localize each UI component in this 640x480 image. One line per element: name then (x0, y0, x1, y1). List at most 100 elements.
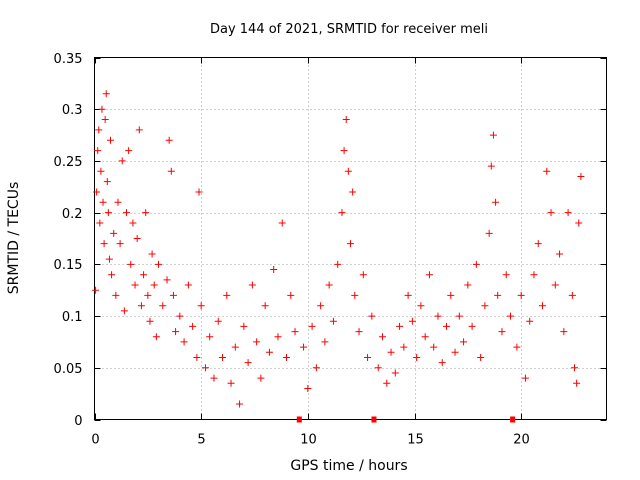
data-point (261, 302, 269, 310)
y-tick-label: 0.15 (54, 258, 83, 273)
data-point (227, 379, 235, 387)
data-point (464, 281, 472, 289)
data-point (152, 333, 160, 341)
data-point (338, 209, 346, 217)
data-point (248, 281, 256, 289)
data-point (517, 291, 525, 299)
x-tick-label: 0 (91, 433, 99, 448)
data-point (342, 116, 350, 124)
data-point (329, 317, 337, 325)
data-point (137, 302, 145, 310)
data-point (351, 291, 359, 299)
data-point (165, 136, 173, 144)
data-point (551, 281, 559, 289)
data-point (400, 343, 408, 351)
gap-markers (296, 416, 516, 423)
data-point (93, 188, 101, 196)
data-point (577, 172, 585, 180)
data-point (94, 147, 102, 155)
data-point (148, 250, 156, 258)
data-point (573, 379, 581, 387)
data-point (304, 384, 312, 392)
data-point (274, 333, 282, 341)
data-point (485, 229, 493, 237)
data-point (180, 338, 188, 346)
gap-marker (510, 416, 516, 423)
data-point (368, 312, 376, 320)
data-point (240, 322, 248, 330)
data-point (421, 333, 429, 341)
data-point (417, 302, 425, 310)
data-point (193, 353, 201, 361)
data-point (556, 250, 564, 258)
data-point (325, 281, 333, 289)
data-point (159, 302, 167, 310)
data-point (150, 281, 158, 289)
y-tick-label: 0.25 (54, 155, 83, 170)
data-point (364, 353, 372, 361)
data-point (526, 317, 534, 325)
data-point (543, 167, 551, 175)
data-point (317, 302, 325, 310)
data-point (223, 291, 231, 299)
data-point (489, 131, 497, 139)
data-point (99, 198, 107, 206)
data-point (118, 157, 126, 165)
data-point (206, 333, 214, 341)
data-point (560, 328, 568, 336)
data-point (447, 291, 455, 299)
data-point (374, 364, 382, 372)
data-point (114, 198, 122, 206)
data-point (100, 240, 108, 248)
data-point (98, 105, 106, 113)
data-point (131, 281, 139, 289)
data-point (344, 167, 352, 175)
data-point (539, 302, 546, 310)
data-point (396, 322, 404, 330)
y-tick-label: 0.35 (54, 52, 83, 67)
data-point (434, 312, 442, 320)
gap-marker (371, 416, 377, 423)
data-point (214, 317, 222, 325)
data-point (460, 338, 468, 346)
data-point (379, 333, 386, 341)
data-point (195, 188, 203, 196)
data-point (108, 271, 116, 279)
data-point (167, 167, 175, 175)
data-point (257, 374, 265, 382)
data-point (144, 291, 152, 299)
data-point (455, 312, 463, 320)
data-point (425, 271, 433, 279)
x-tick-label: 10 (300, 433, 317, 448)
data-point (472, 260, 480, 268)
data-point (95, 126, 103, 134)
data-point (231, 343, 239, 351)
data-point (112, 291, 120, 299)
data-point (571, 364, 578, 372)
chart-title: Day 144 of 2021, SRMTID for receiver mel… (210, 22, 488, 37)
data-point (438, 359, 446, 367)
data-point (116, 240, 124, 248)
data-point (176, 312, 184, 320)
data-point (97, 167, 105, 175)
data-point (265, 348, 273, 356)
data-point (125, 147, 133, 155)
data-point (507, 312, 514, 320)
data-point (244, 359, 252, 367)
data-point (430, 343, 438, 351)
data-point (184, 281, 192, 289)
data-point (123, 209, 130, 217)
data-point (107, 136, 114, 144)
data-point (568, 291, 576, 299)
x-tick-label: 5 (197, 433, 205, 448)
data-point (146, 317, 154, 325)
data-point (494, 291, 502, 299)
y-axis-label: SRMTID / TECUs (6, 182, 22, 295)
data-point (155, 260, 162, 268)
data-point (253, 338, 261, 346)
y-tick-label: 0.1 (62, 310, 83, 325)
gap-marker (296, 416, 302, 423)
data-point (340, 147, 348, 155)
data-point (96, 219, 104, 227)
data-point (359, 271, 367, 279)
